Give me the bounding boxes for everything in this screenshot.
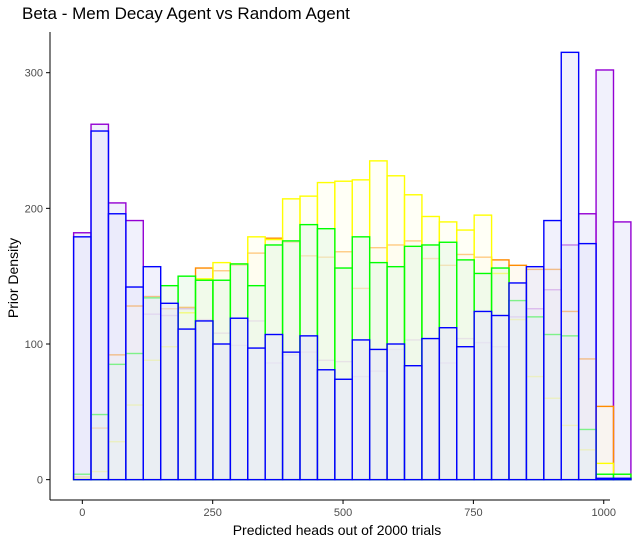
bar-s4-b22 [456, 346, 475, 481]
bar-s4-b18 [386, 343, 406, 481]
x-tick-label-750: 750 [464, 507, 482, 519]
bar-s4-b20 [421, 337, 441, 481]
bar-s4-b31 [612, 477, 632, 481]
bar-s4-b24 [490, 314, 510, 481]
bar-s4-b1 [90, 130, 110, 481]
bar-s4-b19 [403, 365, 423, 481]
bar-s4-b9 [229, 317, 249, 481]
bar-s4-b6 [177, 328, 197, 481]
x-tick-label-0: 0 [79, 507, 85, 519]
bar-s4-b14 [316, 369, 336, 481]
chart-title: Beta - Mem Decay Agent vs Random Agent [22, 4, 350, 23]
bar-s4-b10 [247, 347, 266, 481]
bar-s4-b3 [125, 286, 144, 481]
x-tick-label-1000: 1000 [592, 507, 616, 519]
bar-s4-b29 [577, 242, 597, 481]
bar-s4-b27 [543, 219, 562, 481]
y-tick-label-100: 100 [25, 339, 43, 351]
axes-layer: 0 100 200 300 0 250 500 750 1000 [25, 32, 616, 519]
bar-s4-b4 [142, 265, 162, 481]
bar-s4-b7 [194, 320, 214, 481]
bar-s4-b5 [159, 302, 179, 481]
bar-s4-b28 [560, 51, 580, 481]
bar-s4-b12 [281, 351, 301, 481]
bar-s4-b23 [473, 310, 493, 481]
bar-s4-b15 [334, 378, 353, 481]
bar-s0-b31 [612, 221, 632, 481]
y-tick-label-0: 0 [37, 475, 43, 487]
bar-s4-b21 [438, 327, 458, 481]
bars-layer [72, 51, 632, 481]
bar-s4-b11 [264, 333, 284, 481]
y-axis-title: Prior Density [5, 238, 21, 318]
bar-s4-b17 [368, 348, 388, 481]
bar-s4-b16 [351, 339, 371, 481]
bar-s4-b13 [299, 335, 319, 481]
y-tick-label-200: 200 [25, 203, 43, 215]
bar-s4-b25 [508, 282, 528, 481]
bar-s4-b0 [72, 236, 92, 481]
bar-s4-b30 [595, 477, 615, 481]
x-tick-label-500: 500 [334, 507, 352, 519]
bar-s4-b26 [525, 265, 545, 481]
bar-s4-b8 [212, 343, 232, 481]
series-4 [72, 51, 632, 481]
x-tick-label-250: 250 [204, 507, 222, 519]
bar-s4-b2 [107, 213, 127, 481]
x-axis-title: Predicted heads out of 2000 trials [233, 522, 442, 538]
y-tick-label-300: 300 [25, 68, 43, 80]
